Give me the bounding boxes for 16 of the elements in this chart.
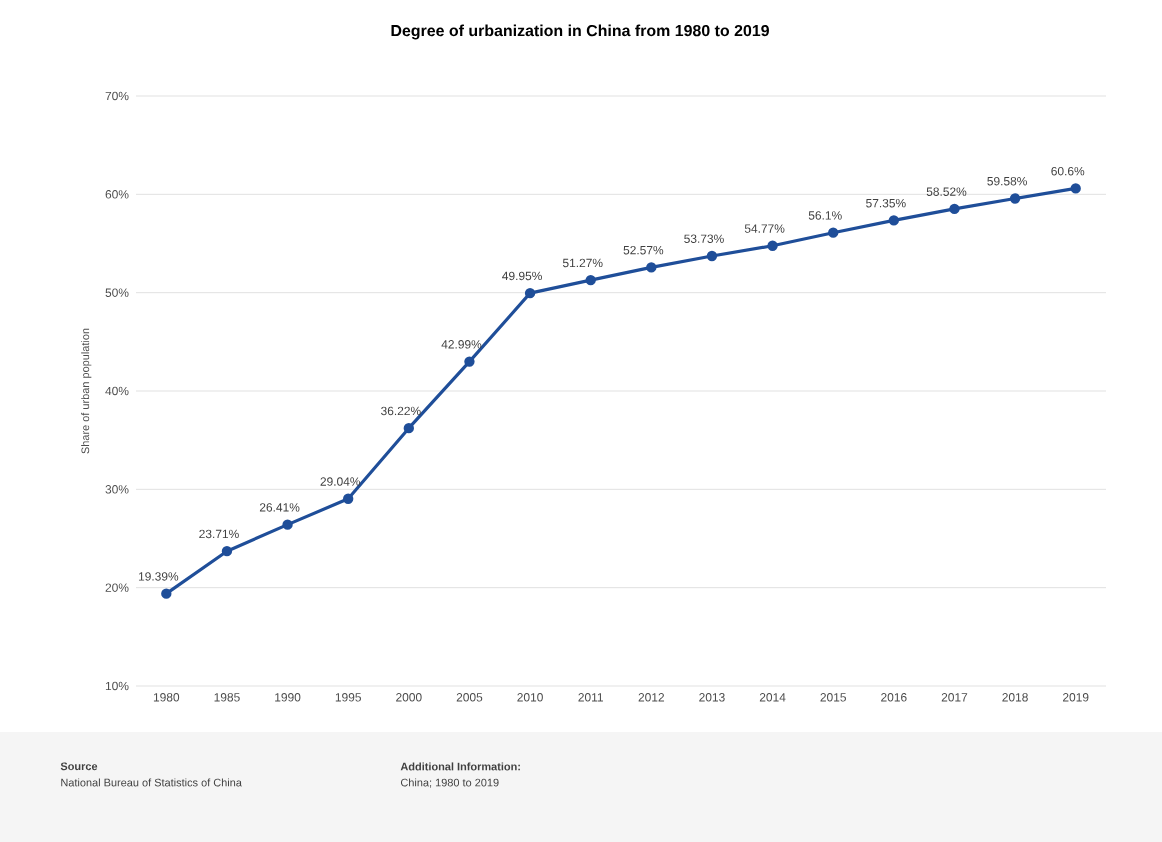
point: [767, 240, 778, 251]
point: [949, 203, 960, 215]
point: [585, 274, 596, 286]
point: [282, 519, 293, 530]
point: [828, 227, 839, 238]
point: [161, 588, 172, 599]
point: [343, 493, 354, 504]
point: [706, 250, 718, 262]
point: [1009, 193, 1021, 204]
point: [888, 215, 900, 226]
point: [524, 287, 536, 299]
point: [646, 262, 657, 273]
point: [221, 546, 233, 557]
point: [1070, 183, 1081, 194]
point: [403, 422, 414, 434]
point: [464, 356, 475, 367]
